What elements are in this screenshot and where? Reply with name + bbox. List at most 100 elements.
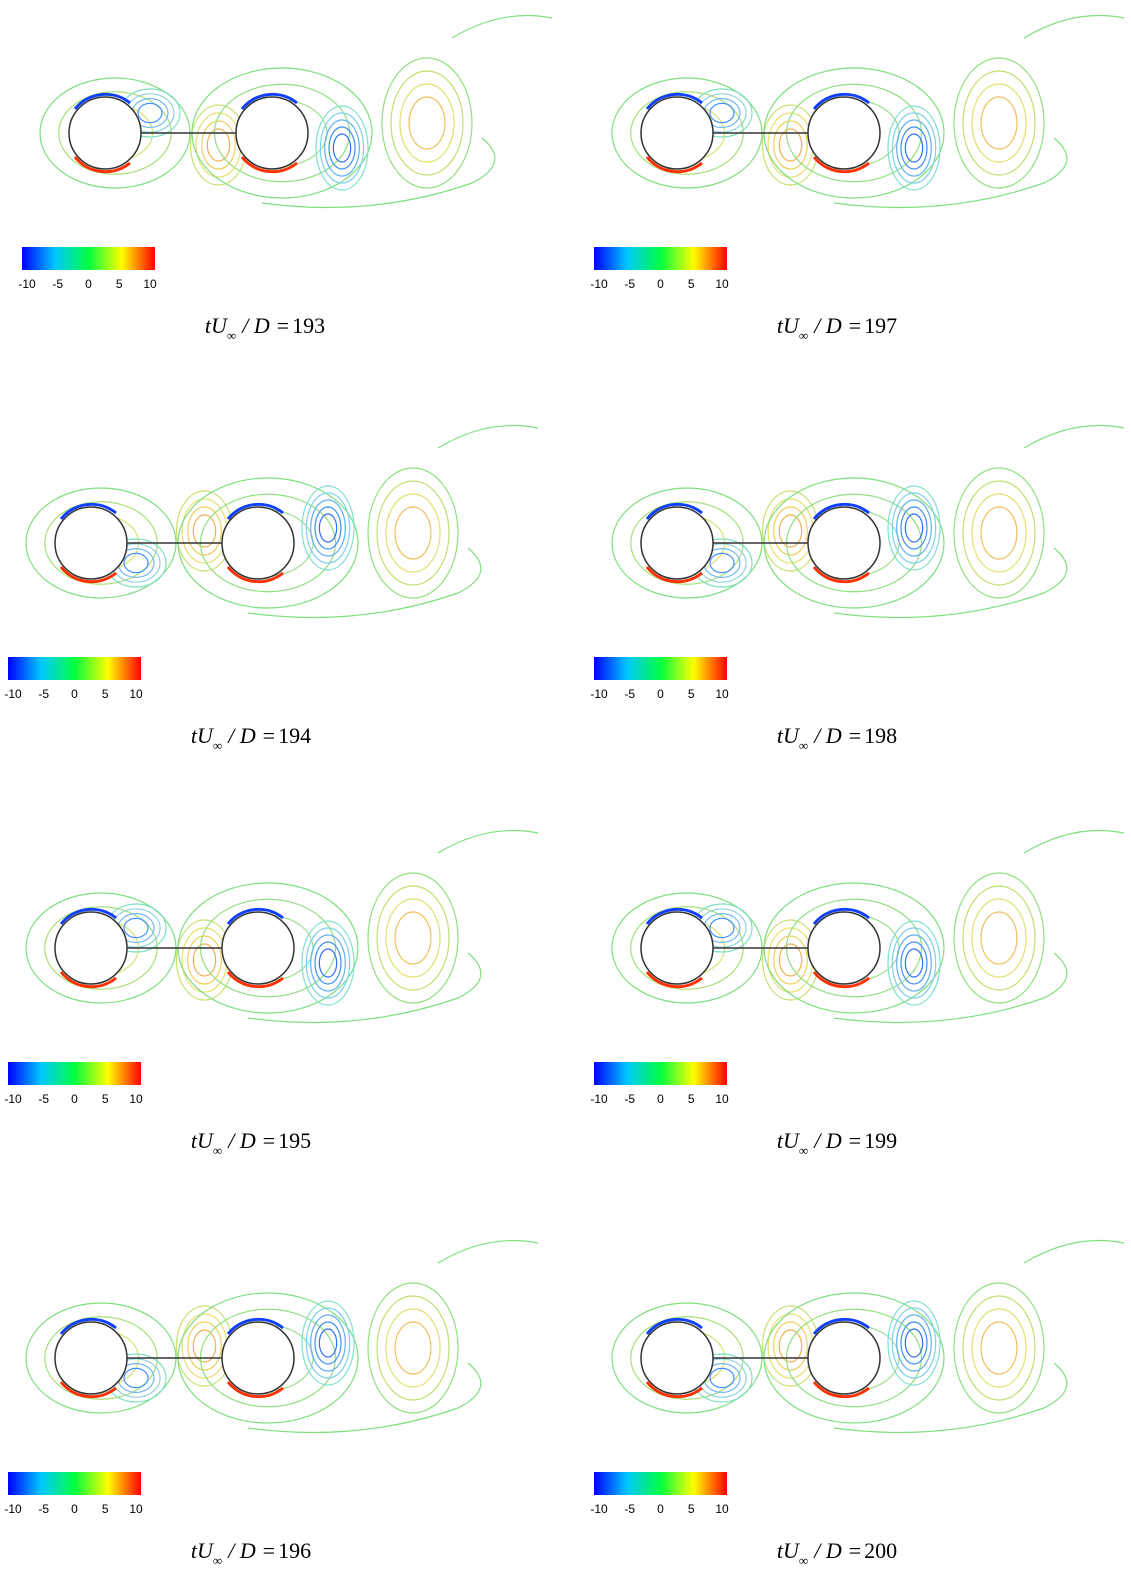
shear-layer xyxy=(812,971,870,989)
contour-line xyxy=(971,1308,1027,1388)
caption: tU∞ / D =193 xyxy=(205,313,325,343)
colorbar xyxy=(22,247,155,270)
colorbar-tick-label: 10 xyxy=(129,1502,143,1516)
caption-time: 199 xyxy=(864,1128,897,1153)
colorbar-tick-label: -10 xyxy=(18,277,36,291)
contour-line xyxy=(318,513,338,543)
contour-line xyxy=(980,96,1018,150)
shear-layer xyxy=(59,1317,117,1335)
contour-line xyxy=(123,552,149,574)
contour-line xyxy=(891,927,937,999)
colorbar-tick-label: -10 xyxy=(590,1502,608,1516)
caption-subscript: ∞ xyxy=(213,1143,222,1158)
caption-rest: / D = xyxy=(240,313,290,338)
contour-line xyxy=(332,133,352,163)
caption-time: 197 xyxy=(864,313,897,338)
colorbar xyxy=(8,1472,141,1495)
colorbar-tick-label: 0 xyxy=(657,1092,664,1106)
caption-subscript: ∞ xyxy=(799,1143,808,1158)
shear-layer xyxy=(812,1381,870,1399)
shear-layer xyxy=(645,502,703,520)
contour-line xyxy=(891,492,937,564)
shear-layer xyxy=(645,566,703,584)
contour-line xyxy=(709,552,735,574)
caption-symbol: tU xyxy=(191,1128,215,1153)
contour-line xyxy=(778,1329,803,1363)
contour-line xyxy=(904,133,924,163)
contour-line xyxy=(385,898,441,978)
colorbar-tick-label: 0 xyxy=(85,277,92,291)
caption-rest: / D = xyxy=(812,1538,862,1563)
contour-line xyxy=(980,1321,1018,1375)
panel: -10 -5 0 5 10 tU∞ / D =197 xyxy=(590,14,1125,343)
shear-layer xyxy=(73,156,131,174)
colorbar-tick-label: 5 xyxy=(102,1502,109,1516)
shear-layer xyxy=(645,156,703,174)
cylinder xyxy=(640,96,714,170)
contour-line xyxy=(971,898,1027,978)
contour-line xyxy=(900,126,928,170)
caption: tU∞ / D =197 xyxy=(777,313,897,343)
colorbar xyxy=(594,1062,727,1085)
cylinder xyxy=(807,506,881,580)
colorbar xyxy=(594,1472,727,1495)
contour-line xyxy=(773,506,808,556)
contour-line xyxy=(451,14,553,39)
shear-layer xyxy=(226,1317,284,1335)
shear-layer xyxy=(240,156,298,174)
caption-time: 198 xyxy=(864,723,897,748)
contour-line xyxy=(310,934,346,992)
contour-line xyxy=(891,1307,937,1379)
contour-line xyxy=(709,1367,735,1389)
caption: tU∞ / D =194 xyxy=(191,723,311,753)
contour-line xyxy=(192,943,217,977)
caption-time: 196 xyxy=(278,1538,311,1563)
colorbar-tick-label: 5 xyxy=(102,687,109,701)
caption-subscript: ∞ xyxy=(213,1553,222,1568)
panel: -10 -5 0 5 10 tU∞ / D =195 xyxy=(4,829,539,1158)
shear-layer xyxy=(645,907,703,925)
contour-line xyxy=(247,1362,482,1434)
contour-line xyxy=(310,499,346,557)
panel: -10 -5 0 5 10 tU∞ / D =200 xyxy=(590,1239,1125,1568)
shear-layer xyxy=(645,92,703,110)
colorbar-tick-label: -10 xyxy=(4,1092,22,1106)
contour-line xyxy=(962,885,1036,991)
panel: -10 -5 0 5 10 tU∞ / D =196 xyxy=(4,1239,539,1568)
caption-rest: / D = xyxy=(226,723,276,748)
cylinder xyxy=(235,96,309,170)
contour-line xyxy=(315,105,369,191)
shear-layer xyxy=(812,907,870,925)
cylinder xyxy=(221,911,295,985)
colorbar-tick-label: 10 xyxy=(715,1502,729,1516)
contour-line xyxy=(778,943,803,977)
caption-rest: / D = xyxy=(812,723,862,748)
contour-line xyxy=(887,105,941,191)
contour-line xyxy=(187,1321,222,1371)
contour-line xyxy=(962,1295,1036,1401)
contour-line xyxy=(904,1328,924,1358)
cylinder xyxy=(640,1321,714,1395)
contour-line xyxy=(778,128,803,162)
caption-subscript: ∞ xyxy=(227,328,236,343)
caption-symbol: tU xyxy=(777,1538,801,1563)
colorbar-tick-label: 10 xyxy=(715,277,729,291)
colorbar-tick-label: -5 xyxy=(38,1092,49,1106)
contour-line xyxy=(709,102,735,124)
shear-layer xyxy=(59,1381,117,1399)
caption-subscript: ∞ xyxy=(799,738,808,753)
contour-line xyxy=(394,911,432,965)
colorbar-tick-label: 5 xyxy=(116,277,123,291)
shear-layer xyxy=(226,566,284,584)
caption-rest: / D = xyxy=(812,1128,862,1153)
colorbar-tick-label: -5 xyxy=(52,277,63,291)
contour-line xyxy=(773,935,808,985)
contour-line xyxy=(891,112,937,184)
contour-line xyxy=(305,492,351,564)
contour-line xyxy=(962,70,1036,176)
caption-symbol: tU xyxy=(205,313,229,338)
cylinder xyxy=(54,506,128,580)
colorbar xyxy=(8,1062,141,1085)
contour-line xyxy=(394,506,432,560)
